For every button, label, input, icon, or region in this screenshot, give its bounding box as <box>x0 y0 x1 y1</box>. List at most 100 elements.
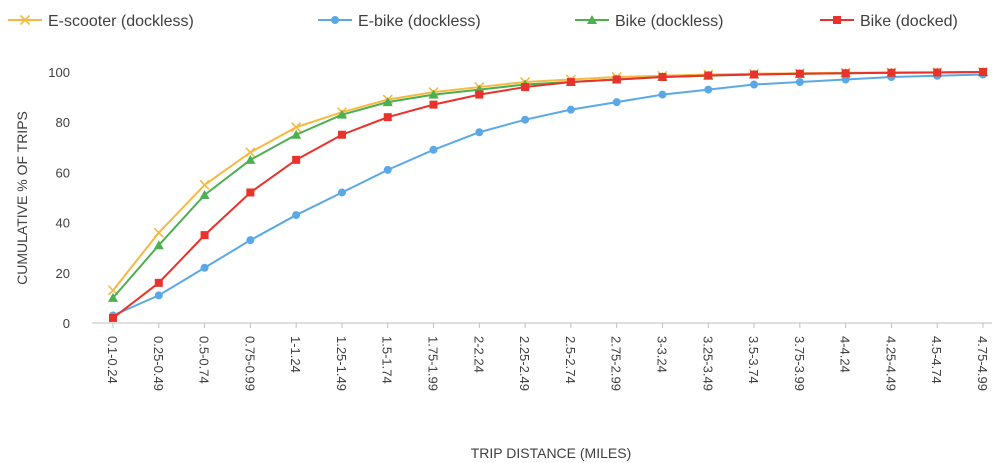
x-tick-label: 1.25-1.49 <box>334 336 349 391</box>
data-point <box>658 73 667 82</box>
legend-label: E-bike (dockless) <box>358 13 481 30</box>
y-tick-label: 80 <box>56 115 70 130</box>
data-point <box>612 75 621 84</box>
data-point <box>337 130 346 139</box>
series-e-scooter-dockless <box>107 66 989 296</box>
data-point <box>475 90 484 99</box>
data-point <box>841 69 850 78</box>
x-tick-label: 3.5-3.74 <box>746 336 761 384</box>
legend: E-scooter (dockless) E-bike (dockless) Bik… <box>8 13 958 30</box>
data-point <box>199 179 210 191</box>
data-point <box>153 227 164 238</box>
data-point <box>246 236 255 245</box>
data-point <box>291 129 302 139</box>
data-point <box>383 113 392 122</box>
data-point <box>246 188 255 197</box>
x-tick-label: 1.5-1.74 <box>380 336 395 384</box>
data-point <box>979 68 987 76</box>
data-point <box>566 78 575 87</box>
legend-item: Bike (dockless) <box>575 13 723 30</box>
legend-item: Bike (docked) <box>820 13 958 30</box>
data-point <box>429 145 438 154</box>
series-layer <box>107 66 989 322</box>
legend-label: E-scooter (dockless) <box>48 13 194 30</box>
x-tick-label: 4-4.24 <box>838 336 853 373</box>
data-point <box>428 89 439 99</box>
data-point <box>291 122 302 133</box>
data-point <box>337 188 346 197</box>
x-tick-label: 0.75-0.99 <box>242 336 257 391</box>
legend-item: E-bike (dockless) <box>318 13 481 30</box>
x-tick-label: 1.75-1.99 <box>426 336 441 391</box>
y-tick-label: 40 <box>56 216 70 231</box>
data-point <box>704 71 713 80</box>
x-tick-label: 0.1-0.24 <box>105 336 120 384</box>
x-tick-label: 2.75-2.99 <box>609 336 624 391</box>
legend-marker <box>587 15 597 24</box>
legend-marker <box>833 16 841 24</box>
data-point <box>109 313 117 322</box>
series-bike-docked <box>109 68 987 322</box>
x-tick-label: 3.25-3.49 <box>700 336 715 391</box>
data-point <box>429 100 438 109</box>
series-line <box>112 71 984 299</box>
x-tick-label: 4.25-4.49 <box>883 336 898 391</box>
data-point <box>245 154 256 164</box>
x-tick-label: 4.5-4.74 <box>929 336 944 384</box>
data-point <box>658 90 667 99</box>
series-line <box>112 73 984 317</box>
data-point <box>750 70 759 79</box>
x-axis-title: TRIP DISTANCE (MILES) <box>471 445 632 461</box>
x-tick-label: 0.5-0.74 <box>197 336 212 384</box>
legend-marker <box>331 16 339 24</box>
data-point <box>795 69 804 78</box>
data-point <box>245 147 256 158</box>
legend-label: Bike (dockless) <box>615 13 723 30</box>
axes: 0 20 40 60 80 100 0.1-0.24 0.25-0.49 0.5-0.74 0.7… <box>48 65 992 391</box>
data-point <box>933 68 942 77</box>
y-tick-label: 60 <box>56 165 70 180</box>
data-point <box>382 97 393 107</box>
data-point <box>612 98 621 107</box>
series-line <box>112 71 984 319</box>
x-tick-label: 2.5-2.74 <box>563 336 578 384</box>
data-point <box>199 189 210 199</box>
y-tick-label: 100 <box>48 65 70 80</box>
data-point <box>336 109 347 119</box>
series-bike-dockless <box>108 67 988 302</box>
data-point <box>154 278 163 287</box>
data-point <box>795 78 804 87</box>
data-point <box>521 115 530 124</box>
y-tick-label: 20 <box>56 266 70 281</box>
data-point <box>154 291 163 300</box>
data-point <box>292 211 301 220</box>
x-tick-label: 4.75-4.99 <box>975 336 990 391</box>
data-point <box>887 68 896 77</box>
legend-item: E-scooter (dockless) <box>8 13 194 30</box>
data-point <box>200 263 209 272</box>
data-point <box>200 231 209 240</box>
x-tick-label: 1-1.24 <box>288 336 303 373</box>
data-point <box>292 155 301 164</box>
data-point <box>475 128 484 137</box>
data-point <box>750 80 759 89</box>
x-tick-label: 2-2.24 <box>471 336 486 373</box>
data-point <box>153 240 164 250</box>
x-tick-label: 3.75-3.99 <box>792 336 807 391</box>
x-tick-label: 0.25-0.49 <box>151 336 166 391</box>
legend-label: Bike (docked) <box>860 13 958 30</box>
data-point <box>108 292 118 302</box>
data-point <box>521 83 530 92</box>
data-point <box>704 85 713 94</box>
y-tick-label: 0 <box>63 316 70 331</box>
x-tick-label: 3-3.24 <box>654 336 669 373</box>
data-point <box>383 165 392 174</box>
y-axis-title: CUMULATIVE % OF TRIPS <box>14 111 30 285</box>
series-line <box>112 71 984 291</box>
series-e-bike-dockless <box>109 70 987 320</box>
legend-marker <box>19 14 31 26</box>
x-tick-label: 2.25-2.49 <box>517 336 532 391</box>
data-point <box>841 75 850 84</box>
data-point <box>566 105 575 114</box>
